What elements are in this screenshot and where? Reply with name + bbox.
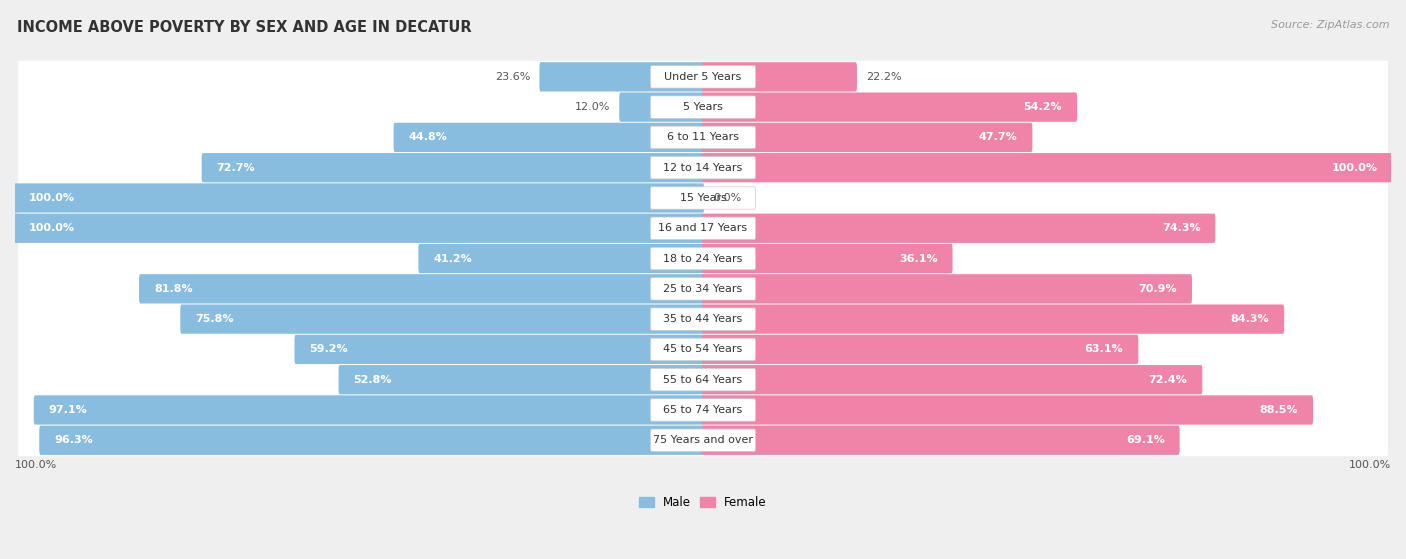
Text: 41.2%: 41.2% xyxy=(433,254,472,263)
Text: 72.7%: 72.7% xyxy=(217,163,256,173)
FancyBboxPatch shape xyxy=(702,62,856,92)
Text: 36.1%: 36.1% xyxy=(898,254,938,263)
Text: 100.0%: 100.0% xyxy=(1348,461,1391,470)
Text: 72.4%: 72.4% xyxy=(1149,375,1187,385)
Text: 88.5%: 88.5% xyxy=(1260,405,1298,415)
FancyBboxPatch shape xyxy=(18,303,1388,335)
FancyBboxPatch shape xyxy=(651,157,755,179)
Text: 22.2%: 22.2% xyxy=(866,72,901,82)
FancyBboxPatch shape xyxy=(540,62,704,92)
Text: 75.8%: 75.8% xyxy=(195,314,233,324)
FancyBboxPatch shape xyxy=(419,244,704,273)
FancyBboxPatch shape xyxy=(702,153,1392,182)
FancyBboxPatch shape xyxy=(394,123,704,152)
Text: 75 Years and over: 75 Years and over xyxy=(652,435,754,446)
Text: 54.2%: 54.2% xyxy=(1024,102,1062,112)
FancyBboxPatch shape xyxy=(18,61,1388,93)
Text: 84.3%: 84.3% xyxy=(1230,314,1270,324)
Text: 44.8%: 44.8% xyxy=(409,132,447,143)
FancyBboxPatch shape xyxy=(651,399,755,421)
Text: 97.1%: 97.1% xyxy=(49,405,87,415)
FancyBboxPatch shape xyxy=(18,273,1388,305)
Text: 96.3%: 96.3% xyxy=(55,435,93,446)
FancyBboxPatch shape xyxy=(18,91,1388,123)
Text: 6 to 11 Years: 6 to 11 Years xyxy=(666,132,740,143)
FancyBboxPatch shape xyxy=(139,274,704,304)
Text: Under 5 Years: Under 5 Years xyxy=(665,72,741,82)
FancyBboxPatch shape xyxy=(34,395,704,425)
FancyBboxPatch shape xyxy=(702,244,952,273)
Text: 18 to 24 Years: 18 to 24 Years xyxy=(664,254,742,263)
Text: 15 Years: 15 Years xyxy=(679,193,727,203)
FancyBboxPatch shape xyxy=(651,126,755,149)
Text: 55 to 64 Years: 55 to 64 Years xyxy=(664,375,742,385)
Text: 100.0%: 100.0% xyxy=(28,193,75,203)
FancyBboxPatch shape xyxy=(702,365,1202,394)
FancyBboxPatch shape xyxy=(18,121,1388,154)
FancyBboxPatch shape xyxy=(651,338,755,361)
Text: 81.8%: 81.8% xyxy=(155,284,193,294)
FancyBboxPatch shape xyxy=(18,394,1388,426)
FancyBboxPatch shape xyxy=(18,243,1388,274)
FancyBboxPatch shape xyxy=(18,364,1388,396)
FancyBboxPatch shape xyxy=(651,308,755,330)
Text: 47.7%: 47.7% xyxy=(979,132,1018,143)
FancyBboxPatch shape xyxy=(702,214,1215,243)
FancyBboxPatch shape xyxy=(651,96,755,119)
FancyBboxPatch shape xyxy=(651,65,755,88)
FancyBboxPatch shape xyxy=(702,92,1077,122)
Text: 59.2%: 59.2% xyxy=(309,344,349,354)
FancyBboxPatch shape xyxy=(702,305,1284,334)
Text: INCOME ABOVE POVERTY BY SEX AND AGE IN DECATUR: INCOME ABOVE POVERTY BY SEX AND AGE IN D… xyxy=(17,20,471,35)
Text: 52.8%: 52.8% xyxy=(353,375,392,385)
Text: 12.0%: 12.0% xyxy=(575,102,610,112)
Text: 70.9%: 70.9% xyxy=(1139,284,1177,294)
FancyBboxPatch shape xyxy=(702,274,1192,304)
Text: 100.0%: 100.0% xyxy=(15,461,58,470)
FancyBboxPatch shape xyxy=(651,429,755,452)
FancyBboxPatch shape xyxy=(14,183,704,212)
FancyBboxPatch shape xyxy=(14,214,704,243)
Text: Source: ZipAtlas.com: Source: ZipAtlas.com xyxy=(1271,20,1389,30)
Text: 45 to 54 Years: 45 to 54 Years xyxy=(664,344,742,354)
Legend: Male, Female: Male, Female xyxy=(634,491,772,514)
Text: 65 to 74 Years: 65 to 74 Years xyxy=(664,405,742,415)
Text: 69.1%: 69.1% xyxy=(1126,435,1164,446)
FancyBboxPatch shape xyxy=(702,395,1313,425)
Text: 74.3%: 74.3% xyxy=(1161,223,1201,233)
Text: 12 to 14 Years: 12 to 14 Years xyxy=(664,163,742,173)
FancyBboxPatch shape xyxy=(18,333,1388,366)
Text: 100.0%: 100.0% xyxy=(28,223,75,233)
FancyBboxPatch shape xyxy=(651,247,755,270)
FancyBboxPatch shape xyxy=(651,368,755,391)
Text: 25 to 34 Years: 25 to 34 Years xyxy=(664,284,742,294)
FancyBboxPatch shape xyxy=(651,278,755,300)
FancyBboxPatch shape xyxy=(294,335,704,364)
FancyBboxPatch shape xyxy=(18,182,1388,214)
Text: 100.0%: 100.0% xyxy=(1331,163,1378,173)
FancyBboxPatch shape xyxy=(619,92,704,122)
FancyBboxPatch shape xyxy=(18,424,1388,456)
Text: 0.0%: 0.0% xyxy=(713,193,741,203)
FancyBboxPatch shape xyxy=(18,151,1388,184)
Text: 16 and 17 Years: 16 and 17 Years xyxy=(658,223,748,233)
FancyBboxPatch shape xyxy=(201,153,704,182)
FancyBboxPatch shape xyxy=(702,335,1139,364)
FancyBboxPatch shape xyxy=(651,217,755,239)
FancyBboxPatch shape xyxy=(18,212,1388,244)
FancyBboxPatch shape xyxy=(702,123,1032,152)
Text: 5 Years: 5 Years xyxy=(683,102,723,112)
FancyBboxPatch shape xyxy=(651,187,755,209)
Text: 23.6%: 23.6% xyxy=(495,72,530,82)
FancyBboxPatch shape xyxy=(39,425,704,455)
FancyBboxPatch shape xyxy=(339,365,704,394)
FancyBboxPatch shape xyxy=(180,305,704,334)
Text: 35 to 44 Years: 35 to 44 Years xyxy=(664,314,742,324)
Text: 63.1%: 63.1% xyxy=(1085,344,1123,354)
FancyBboxPatch shape xyxy=(702,425,1180,455)
